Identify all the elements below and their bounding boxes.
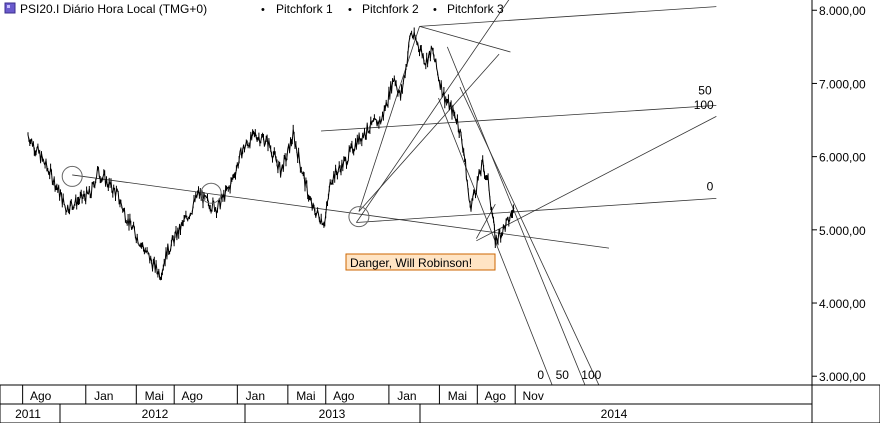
pitchfork-lines bbox=[72, 0, 717, 385]
pitchfork-line-12[interactable] bbox=[459, 86, 600, 385]
month-label-5: Jan bbox=[246, 389, 265, 403]
y-tick-label-5: 7.000,00 bbox=[819, 77, 866, 91]
axis-corner-box bbox=[811, 384, 880, 424]
swing-circle-1[interactable] bbox=[61, 165, 83, 187]
pitchfork-level-labels: 50100501000050100 bbox=[537, 0, 714, 382]
price-series-psi20-i bbox=[27, 27, 515, 281]
y-tick-label-1: 3.000,00 bbox=[819, 370, 866, 384]
y-tick-label-2: 4.000,00 bbox=[819, 297, 866, 311]
year-label-3: 2013 bbox=[319, 407, 346, 421]
danger-annotation[interactable]: Danger, Will Robinson! bbox=[345, 253, 496, 271]
level-label-1: 50 bbox=[647, 0, 661, 1]
legend-item-pitchfork-2[interactable]: Pitchfork 2 bbox=[362, 2, 419, 16]
level-label-2: 100 bbox=[691, 0, 711, 1]
level-label-3: 50 bbox=[698, 83, 712, 97]
pitchfork-line-8[interactable] bbox=[358, 53, 500, 212]
pitchfork-line-3[interactable] bbox=[476, 116, 717, 242]
chart-title: PSI20.I Diário Hora Local (TMG+0) bbox=[20, 2, 207, 16]
month-label-10: Ago bbox=[485, 389, 507, 403]
level-label-4: 100 bbox=[694, 98, 714, 112]
y-tick-label-4: 6.000,00 bbox=[819, 151, 866, 165]
pitchfork-2-bullet: • bbox=[348, 4, 352, 16]
month-label-9: Mai bbox=[448, 389, 467, 403]
swing-markers bbox=[61, 165, 370, 228]
price-layer bbox=[27, 27, 515, 281]
month-label-8: Jan bbox=[397, 389, 416, 403]
pitchfork-line-7[interactable] bbox=[358, 26, 420, 212]
month-label-1: Ago bbox=[30, 389, 52, 403]
pitchfork-line-11[interactable] bbox=[446, 46, 586, 385]
year-label-1: 2011 bbox=[15, 407, 41, 421]
y-tick-label-6: 8.000,00 bbox=[819, 4, 866, 18]
pitchfork-line-1[interactable] bbox=[72, 174, 610, 249]
year-label-2: 2012 bbox=[142, 407, 169, 421]
swing-circle-3[interactable] bbox=[348, 206, 370, 228]
pitchfork-3-bullet: • bbox=[433, 4, 437, 16]
month-label-2: Jan bbox=[94, 389, 113, 403]
pitchfork-line-9[interactable] bbox=[419, 25, 511, 53]
year-label-4: 2014 bbox=[601, 407, 628, 421]
y-tick-label-3: 5.000,00 bbox=[819, 224, 866, 238]
level-label-5: 0 bbox=[707, 179, 714, 193]
chart-window-icon bbox=[4, 2, 16, 14]
swing-circle-2[interactable] bbox=[200, 182, 222, 204]
month-label-6: Mai bbox=[296, 389, 315, 403]
pitchfork-line-5[interactable] bbox=[419, 6, 717, 27]
pitchfork-line-6[interactable] bbox=[356, 0, 511, 223]
level-label-6: 0 bbox=[537, 368, 544, 382]
month-label-3: Mai bbox=[145, 389, 164, 403]
level-label-8: 100 bbox=[581, 368, 601, 382]
level-label-7: 50 bbox=[556, 368, 570, 382]
pitchfork-line-2[interactable] bbox=[356, 197, 717, 223]
legend-item-pitchfork-3[interactable]: Pitchfork 3 bbox=[447, 2, 504, 16]
annotation-text: Danger, Will Robinson! bbox=[350, 256, 472, 270]
month-label-7: Ago bbox=[333, 389, 355, 403]
month-label-11: Nov bbox=[523, 389, 544, 403]
legend-item-pitchfork-1[interactable]: Pitchfork 1 bbox=[276, 2, 333, 16]
month-label-4: Ago bbox=[182, 389, 204, 403]
pitchfork-1-bullet: • bbox=[261, 4, 265, 16]
